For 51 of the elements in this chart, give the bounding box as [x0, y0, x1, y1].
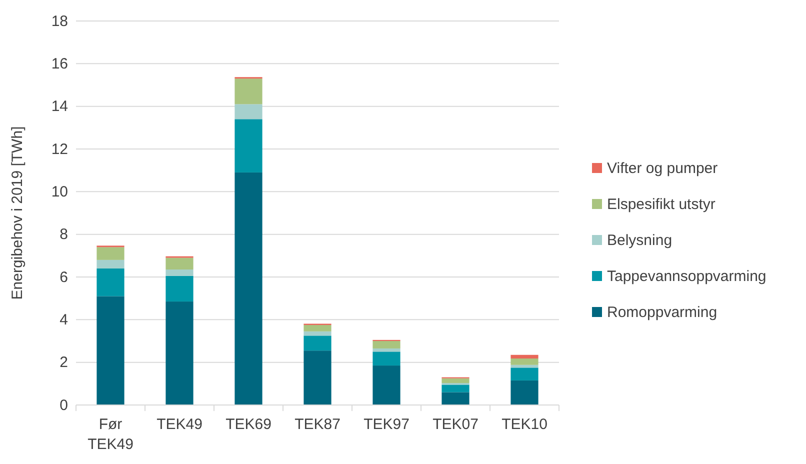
y-tick-label: 8 [60, 226, 68, 244]
y-tick-label: 12 [51, 140, 68, 158]
y-tick-label: 14 [51, 98, 68, 116]
bar [510, 364, 538, 368]
x-tick-label: TEK10 [502, 416, 548, 433]
legend-label: Tappevannsoppvarming [607, 268, 766, 285]
y-tick-label: 0 [60, 396, 68, 414]
y-tick-label: 4 [60, 311, 68, 328]
x-tick-label: TEK49 [156, 416, 202, 433]
x-tick-label: TEK87 [294, 416, 340, 433]
legend-label: Romoppvarming [607, 304, 718, 321]
bar [96, 268, 124, 296]
bar [166, 302, 194, 405]
bar [234, 78, 262, 104]
bar [442, 384, 470, 392]
legend-label: Vifter og pumper [607, 160, 718, 177]
bar [442, 392, 470, 405]
bar [234, 172, 262, 405]
bar [234, 104, 262, 120]
bar [234, 119, 262, 172]
y-tick-label: 2 [60, 354, 68, 372]
bar [96, 247, 124, 260]
bar [304, 325, 332, 332]
x-tick-label: Før TEK49 [88, 416, 134, 453]
bar [372, 341, 400, 348]
y-tick-label: 18 [51, 12, 68, 30]
bar [510, 358, 538, 365]
y-tick-label: 6 [60, 268, 68, 286]
bar [304, 331, 332, 336]
bar [372, 348, 400, 352]
x-tick-label: TEK69 [226, 416, 272, 433]
bar [166, 258, 194, 270]
y-tick-label: 10 [51, 183, 68, 200]
bar [166, 276, 194, 302]
bar [372, 366, 400, 405]
y-axis-title: Energibehov i 2019 [TWh] [9, 126, 26, 300]
bar [510, 368, 538, 380]
bar [96, 260, 124, 268]
bar [442, 378, 470, 384]
bar [510, 354, 538, 358]
bar [372, 352, 400, 366]
bar [96, 296, 124, 405]
bar [304, 350, 332, 405]
bar [510, 380, 538, 405]
y-tick-label: 16 [51, 55, 68, 72]
legend-label: Belysning [607, 232, 672, 249]
legend-label: Elspesifikt utstyr [607, 196, 716, 213]
x-tick-label: TEK97 [364, 416, 410, 433]
x-tick-label: TEK07 [432, 416, 478, 433]
bar [166, 270, 194, 276]
bar [304, 336, 332, 351]
